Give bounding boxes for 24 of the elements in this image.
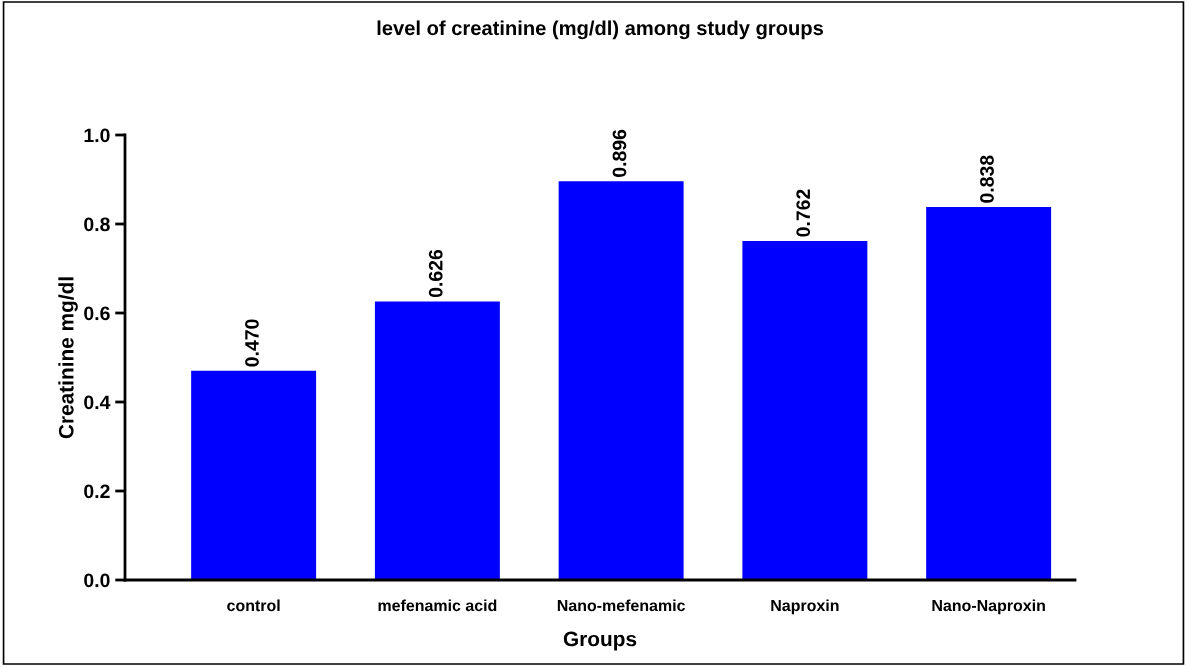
chart-title: level of creatinine (mg/dl) among study groups xyxy=(377,20,823,40)
data-label: 0.762 xyxy=(796,189,811,237)
data-label: 0.838 xyxy=(980,155,994,203)
x-tick-label: Nano-mefenamic xyxy=(557,599,686,612)
x-tick-label: mefenamic acid xyxy=(378,599,497,612)
bar xyxy=(742,240,868,580)
bar xyxy=(191,370,317,580)
y-tick-label: 0.2 xyxy=(84,484,110,499)
y-tick-label: 0.0 xyxy=(84,573,110,588)
x-tick-label: control xyxy=(227,599,280,612)
y-tick-label: 0.6 xyxy=(84,306,110,321)
y-tick-label: 1.0 xyxy=(84,128,110,143)
bar xyxy=(926,207,1052,580)
data-label: 0.896 xyxy=(612,129,627,177)
data-label: 0.626 xyxy=(428,249,443,298)
bar xyxy=(558,181,684,580)
bar xyxy=(374,301,500,580)
y-tick-label: 0.4 xyxy=(84,395,111,410)
x-tick-label: Nano-Naproxin xyxy=(932,599,1045,615)
data-label: 0.470 xyxy=(245,319,259,367)
x-tick-label: Naproxin xyxy=(771,599,839,615)
x-axis-title: Groups xyxy=(563,631,637,651)
y-axis-title: Creatinine mg/dl xyxy=(58,277,78,439)
y-tick-label: 0.8 xyxy=(84,217,110,232)
